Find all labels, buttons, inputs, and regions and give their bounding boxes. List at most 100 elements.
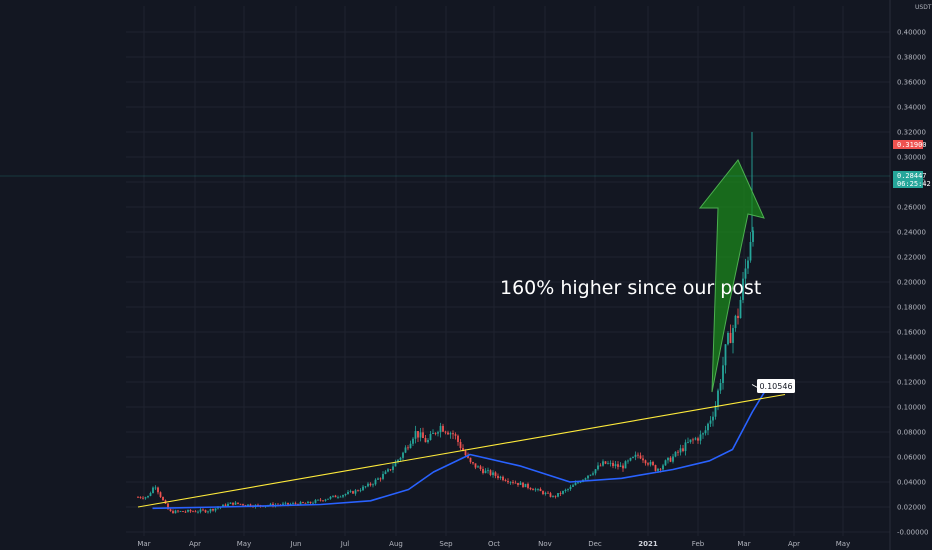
candle-body	[322, 500, 324, 502]
candle-body	[599, 465, 602, 467]
candle-body	[682, 448, 684, 452]
candle-body	[607, 463, 609, 465]
candle-body	[232, 502, 234, 505]
candle-body	[402, 452, 404, 458]
candle-body	[204, 510, 207, 513]
candle-body	[587, 475, 589, 479]
candle-body	[622, 465, 624, 469]
candle-body	[477, 466, 479, 468]
candle-body	[289, 503, 292, 505]
candle-body	[424, 438, 427, 443]
candle-body	[407, 447, 409, 449]
candle-body	[347, 491, 349, 494]
candle-body	[717, 390, 719, 407]
candle-body	[489, 470, 492, 476]
candle-body	[327, 498, 329, 500]
candle-body	[302, 502, 304, 503]
candle-body	[374, 479, 377, 485]
y-tick-label: 0.24000	[897, 229, 926, 237]
candle-body	[422, 432, 424, 439]
callout-box	[757, 379, 795, 393]
candle-body	[177, 510, 179, 512]
candle-body	[342, 495, 344, 497]
candle-body	[619, 465, 622, 467]
candle-body	[432, 432, 434, 434]
annotation-text: 160% higher since our post	[500, 277, 761, 299]
candle-body	[152, 487, 154, 494]
candle-body	[644, 460, 647, 464]
candle-body	[509, 481, 512, 483]
candle-body	[384, 471, 387, 475]
candle-body	[552, 495, 554, 497]
y-tick-label: 0.06000	[897, 454, 926, 462]
candle-body	[654, 465, 657, 471]
candle-body	[157, 487, 159, 493]
candle-body	[357, 490, 359, 492]
y-tick-label: 0.12000	[897, 379, 926, 387]
last-price-value: 0.28447	[897, 172, 927, 180]
candle-body	[409, 443, 412, 449]
y-tick-label: 0.38000	[897, 54, 926, 62]
candle-body	[482, 469, 484, 474]
candle-body	[454, 434, 457, 436]
candle-body	[649, 461, 652, 465]
candle-body	[214, 508, 217, 511]
candle-body	[529, 487, 532, 490]
candle-body	[629, 457, 632, 461]
candle-body	[452, 433, 454, 435]
x-tick-label: Feb	[692, 540, 705, 548]
candle-body	[637, 454, 639, 456]
candle-body	[427, 439, 429, 443]
candle-body	[504, 480, 507, 481]
candle-body	[139, 497, 142, 498]
candle-body	[172, 511, 174, 514]
candle-body	[187, 509, 189, 512]
candle-body	[269, 503, 272, 506]
candle-body	[677, 451, 679, 453]
candle-body	[417, 431, 419, 438]
candle-body	[412, 438, 414, 444]
candle-body	[707, 423, 709, 431]
y-tick-label: 0.14000	[897, 354, 926, 362]
y-tick-label: 0.18000	[897, 304, 926, 312]
candle-body	[317, 499, 319, 501]
candle-body	[434, 432, 437, 434]
y-tick-label: 0.10000	[897, 404, 926, 412]
grid	[126, 6, 890, 536]
candle-body	[744, 268, 747, 279]
candle-body	[679, 448, 682, 453]
candle-body	[459, 441, 462, 449]
y-tick-label: 0.34000	[897, 104, 926, 112]
candle-body	[709, 420, 712, 424]
candle-body	[399, 457, 402, 460]
candle-body	[299, 502, 302, 506]
x-tick-label: Sep	[439, 540, 453, 548]
x-tick-label: Mar	[737, 540, 750, 548]
candle-body	[512, 481, 514, 483]
candle-body	[349, 491, 352, 492]
candle-body	[549, 493, 552, 497]
candle-body	[239, 503, 242, 505]
candle-body	[292, 503, 294, 505]
x-tick-label: 2021	[638, 540, 658, 548]
candle-body	[354, 490, 357, 494]
candle-body	[439, 425, 442, 433]
candle-body	[359, 490, 362, 492]
y-tick-label: 0.08000	[897, 429, 926, 437]
candle-body	[592, 473, 594, 475]
candle-body	[659, 468, 662, 470]
price-axis-unit: USDT	[915, 4, 932, 11]
candle-body	[392, 466, 394, 470]
candle-body	[414, 431, 417, 439]
candle-body	[499, 476, 502, 478]
candle-body	[559, 493, 562, 494]
candle-body	[179, 511, 182, 512]
candle-body	[319, 499, 322, 501]
candle-body	[624, 461, 627, 469]
candle-body	[474, 463, 477, 468]
candle-body	[469, 457, 472, 463]
high-price-tag-bg	[893, 140, 923, 149]
candle-body	[724, 344, 727, 366]
